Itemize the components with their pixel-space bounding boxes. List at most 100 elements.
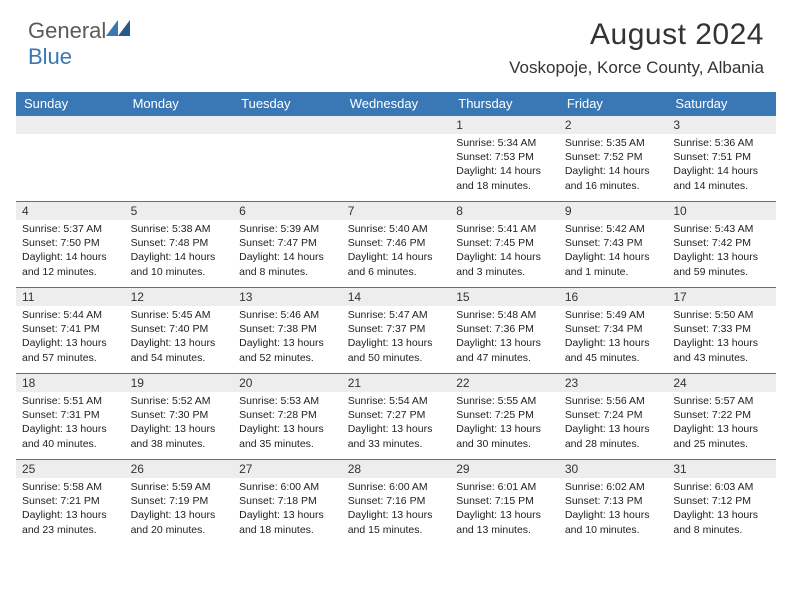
sunrise-line: Sunrise: 5:36 AM xyxy=(673,136,770,150)
daylight-line: Daylight: 13 hours and 59 minutes. xyxy=(673,250,770,278)
daylight-line: Daylight: 13 hours and 40 minutes. xyxy=(22,422,119,450)
day-number: 1 xyxy=(450,116,559,134)
calendar-cell: 11Sunrise: 5:44 AMSunset: 7:41 PMDayligh… xyxy=(16,288,125,374)
day-number: 16 xyxy=(559,288,668,306)
sunset-line: Sunset: 7:43 PM xyxy=(565,236,662,250)
day-details: Sunrise: 5:59 AMSunset: 7:19 PMDaylight:… xyxy=(125,478,234,541)
day-details: Sunrise: 5:41 AMSunset: 7:45 PMDaylight:… xyxy=(450,220,559,283)
sunset-line: Sunset: 7:31 PM xyxy=(22,408,119,422)
calendar-cell: 28Sunrise: 6:00 AMSunset: 7:16 PMDayligh… xyxy=(342,460,451,546)
calendar-cell: 29Sunrise: 6:01 AMSunset: 7:15 PMDayligh… xyxy=(450,460,559,546)
daylight-line: Daylight: 14 hours and 12 minutes. xyxy=(22,250,119,278)
daylight-line: Daylight: 13 hours and 30 minutes. xyxy=(456,422,553,450)
day-details: Sunrise: 6:02 AMSunset: 7:13 PMDaylight:… xyxy=(559,478,668,541)
daylight-line: Daylight: 14 hours and 16 minutes. xyxy=(565,164,662,192)
sunset-line: Sunset: 7:42 PM xyxy=(673,236,770,250)
day-number: 5 xyxy=(125,202,234,220)
sunrise-line: Sunrise: 5:40 AM xyxy=(348,222,445,236)
calendar-row: 18Sunrise: 5:51 AMSunset: 7:31 PMDayligh… xyxy=(16,374,776,460)
sunrise-line: Sunrise: 5:54 AM xyxy=(348,394,445,408)
daylight-line: Daylight: 13 hours and 54 minutes. xyxy=(131,336,228,364)
calendar-cell: . xyxy=(233,116,342,202)
calendar-cell: 30Sunrise: 6:02 AMSunset: 7:13 PMDayligh… xyxy=(559,460,668,546)
daylight-line: Daylight: 14 hours and 8 minutes. xyxy=(239,250,336,278)
sunrise-line: Sunrise: 5:48 AM xyxy=(456,308,553,322)
calendar-cell: 24Sunrise: 5:57 AMSunset: 7:22 PMDayligh… xyxy=(667,374,776,460)
sunrise-line: Sunrise: 5:45 AM xyxy=(131,308,228,322)
day-details: Sunrise: 5:53 AMSunset: 7:28 PMDaylight:… xyxy=(233,392,342,455)
sunrise-line: Sunrise: 6:01 AM xyxy=(456,480,553,494)
day-number: 24 xyxy=(667,374,776,392)
day-details: Sunrise: 5:49 AMSunset: 7:34 PMDaylight:… xyxy=(559,306,668,369)
calendar-cell: 20Sunrise: 5:53 AMSunset: 7:28 PMDayligh… xyxy=(233,374,342,460)
sunrise-line: Sunrise: 5:53 AM xyxy=(239,394,336,408)
day-details: Sunrise: 5:57 AMSunset: 7:22 PMDaylight:… xyxy=(667,392,776,455)
sunset-line: Sunset: 7:37 PM xyxy=(348,322,445,336)
day-details: Sunrise: 5:56 AMSunset: 7:24 PMDaylight:… xyxy=(559,392,668,455)
sunset-line: Sunset: 7:46 PM xyxy=(348,236,445,250)
sunrise-line: Sunrise: 5:39 AM xyxy=(239,222,336,236)
sunrise-line: Sunrise: 5:56 AM xyxy=(565,394,662,408)
calendar-cell: 7Sunrise: 5:40 AMSunset: 7:46 PMDaylight… xyxy=(342,202,451,288)
day-number: 30 xyxy=(559,460,668,478)
calendar-cell: 15 Sunrise: 5:48 AMSunset: 7:36 PMDayligh… xyxy=(450,288,559,374)
sunrise-line: Sunrise: 5:52 AM xyxy=(131,394,228,408)
day-details: Sunrise: 5:35 AMSunset: 7:52 PMDaylight:… xyxy=(559,134,668,197)
daylight-line: Daylight: 13 hours and 45 minutes. xyxy=(565,336,662,364)
day-number: 13 xyxy=(233,288,342,306)
calendar-body: ....1Sunrise: 5:34 AMSunset: 7:53 PMDayl… xyxy=(16,116,776,546)
day-number: 27 xyxy=(233,460,342,478)
sunset-line: Sunset: 7:24 PM xyxy=(565,408,662,422)
day-number: 10 xyxy=(667,202,776,220)
calendar-cell: 31Sunrise: 6:03 AMSunset: 7:12 PMDayligh… xyxy=(667,460,776,546)
calendar-cell: 6Sunrise: 5:39 AMSunset: 7:47 PMDaylight… xyxy=(233,202,342,288)
sunset-line: Sunset: 7:36 PM xyxy=(456,322,553,336)
daylight-line: Daylight: 13 hours and 10 minutes. xyxy=(565,508,662,536)
day-number: 28 xyxy=(342,460,451,478)
day-details: Sunrise: 5:50 AMSunset: 7:33 PMDaylight:… xyxy=(667,306,776,369)
sunset-line: Sunset: 7:13 PM xyxy=(565,494,662,508)
day-details: Sunrise: 6:00 AMSunset: 7:16 PMDaylight:… xyxy=(342,478,451,541)
day-number: 15 xyxy=(450,288,559,306)
day-number: 22 xyxy=(450,374,559,392)
logo-word-blue: Blue xyxy=(28,44,130,70)
daylight-line: Daylight: 13 hours and 13 minutes. xyxy=(456,508,553,536)
day-details: Sunrise: 5:34 AMSunset: 7:53 PMDaylight:… xyxy=(450,134,559,197)
daylight-line: Daylight: 13 hours and 38 minutes. xyxy=(131,422,228,450)
sunset-line: Sunset: 7:19 PM xyxy=(131,494,228,508)
day-details: Sunrise: 5:54 AMSunset: 7:27 PMDaylight:… xyxy=(342,392,451,455)
sunset-line: Sunset: 7:18 PM xyxy=(239,494,336,508)
month-title: August 2024 xyxy=(509,18,764,52)
calendar-cell: 2Sunrise: 5:35 AMSunset: 7:52 PMDaylight… xyxy=(559,116,668,202)
sunset-line: Sunset: 7:25 PM xyxy=(456,408,553,422)
logo-word-general: General xyxy=(28,18,106,43)
day-number: 3 xyxy=(667,116,776,134)
sunset-line: Sunset: 7:41 PM xyxy=(22,322,119,336)
day-details: Sunrise: 6:03 AMSunset: 7:12 PMDaylight:… xyxy=(667,478,776,541)
day-number: 14 xyxy=(342,288,451,306)
sunrise-line: Sunrise: 6:03 AM xyxy=(673,480,770,494)
day-details: Sunrise: 5:40 AMSunset: 7:46 PMDaylight:… xyxy=(342,220,451,283)
sunrise-line: Sunrise: 5:34 AM xyxy=(456,136,553,150)
day-details: Sunrise: 5:44 AMSunset: 7:41 PMDaylight:… xyxy=(16,306,125,369)
sunset-line: Sunset: 7:47 PM xyxy=(239,236,336,250)
sunset-line: Sunset: 7:48 PM xyxy=(131,236,228,250)
day-number: 7 xyxy=(342,202,451,220)
daylight-line: Daylight: 13 hours and 47 minutes. xyxy=(456,336,553,364)
sunset-line: Sunset: 7:12 PM xyxy=(673,494,770,508)
day-number: 2 xyxy=(559,116,668,134)
calendar-cell: 18Sunrise: 5:51 AMSunset: 7:31 PMDayligh… xyxy=(16,374,125,460)
sunset-line: Sunset: 7:15 PM xyxy=(456,494,553,508)
day-details: Sunrise: 5:46 AMSunset: 7:38 PMDaylight:… xyxy=(233,306,342,369)
daylight-line: Daylight: 13 hours and 57 minutes. xyxy=(22,336,119,364)
day-number: 17 xyxy=(667,288,776,306)
sunset-line: Sunset: 7:40 PM xyxy=(131,322,228,336)
daylight-line: Daylight: 13 hours and 15 minutes. xyxy=(348,508,445,536)
daylight-line: Daylight: 14 hours and 10 minutes. xyxy=(131,250,228,278)
daylight-line: Daylight: 13 hours and 43 minutes. xyxy=(673,336,770,364)
weekday-header: Monday xyxy=(125,92,234,116)
calendar-cell: 8Sunrise: 5:41 AMSunset: 7:45 PMDaylight… xyxy=(450,202,559,288)
calendar-cell: 22Sunrise: 5:55 AMSunset: 7:25 PMDayligh… xyxy=(450,374,559,460)
daylight-line: Daylight: 14 hours and 3 minutes. xyxy=(456,250,553,278)
daylight-line: Daylight: 14 hours and 6 minutes. xyxy=(348,250,445,278)
